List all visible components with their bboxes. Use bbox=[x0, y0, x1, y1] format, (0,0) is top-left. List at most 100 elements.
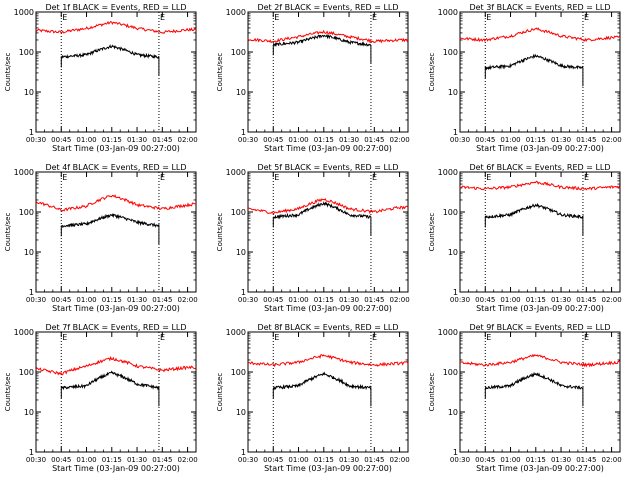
x-tick-label: 01:15 bbox=[314, 456, 334, 464]
x-tick-label: 02:00 bbox=[389, 136, 409, 144]
x-tick-label: 01:30 bbox=[127, 456, 147, 464]
x-tick-label: 01:00 bbox=[500, 296, 520, 304]
events-series-line bbox=[60, 44, 160, 76]
y-tick-label: 10 bbox=[448, 248, 458, 257]
x-axis-label: Start Time (03-Jan-09 00:27:00) bbox=[476, 464, 604, 473]
detector-panel-9: Det 9f BLACK = Events, RED = LLD 1 10 100 10… bbox=[428, 323, 622, 473]
y-tick-label: 1000 bbox=[14, 168, 34, 177]
detector-panel-1: Det 1f BLACK = Events, RED = LLD 1 10 100 10… bbox=[4, 3, 198, 153]
y-tick-label: 100 bbox=[19, 208, 34, 217]
event-marker-label: E bbox=[584, 173, 589, 182]
x-tick-label: 01:45 bbox=[576, 456, 596, 464]
x-axis-label: Start Time (03-Jan-09 00:27:00) bbox=[476, 304, 604, 313]
x-tick-label: 01:15 bbox=[526, 296, 546, 304]
lld-series-line bbox=[247, 354, 409, 368]
y-tick-label: 10 bbox=[448, 88, 458, 97]
x-tick-label: 02:00 bbox=[389, 296, 409, 304]
x-tick-label: 00:30 bbox=[238, 456, 258, 464]
y-tick-label: 10 bbox=[24, 248, 34, 257]
x-tick-label: 02:00 bbox=[601, 296, 621, 304]
y-axis-label: Counts/sec bbox=[4, 373, 12, 412]
panel-title: Det 3f BLACK = Events, RED = LLD bbox=[469, 3, 610, 12]
x-tick-label: 00:45 bbox=[475, 456, 495, 464]
x-tick-label: 00:30 bbox=[450, 456, 470, 464]
plot-frame bbox=[247, 331, 409, 453]
x-tick-label: 01:30 bbox=[339, 136, 359, 144]
x-tick-label: 02:00 bbox=[601, 136, 621, 144]
y-tick-label: 1 bbox=[453, 288, 458, 297]
x-tick-label: 01:15 bbox=[102, 456, 122, 464]
lld-series-line bbox=[35, 355, 197, 376]
panel-title: Det 2f BLACK = Events, RED = LLD bbox=[257, 3, 398, 12]
x-tick-label: 00:30 bbox=[450, 296, 470, 304]
event-marker-label: E bbox=[160, 13, 165, 22]
x-tick-label: 01:30 bbox=[127, 296, 147, 304]
y-axis-label: Counts/sec bbox=[428, 373, 436, 412]
detector-panel-7: Det 7f BLACK = Events, RED = LLD 1 10 100 10… bbox=[4, 323, 198, 473]
x-tick-label: 02:00 bbox=[177, 296, 197, 304]
event-marker-label: E bbox=[160, 173, 165, 182]
lld-series-line bbox=[247, 198, 409, 215]
x-tick-label: 01:00 bbox=[76, 296, 96, 304]
plot-frame bbox=[459, 11, 621, 133]
y-axis-label: Counts/sec bbox=[216, 373, 224, 412]
x-tick-label: 00:45 bbox=[263, 456, 283, 464]
panel-title: Det 5f BLACK = Events, RED = LLD bbox=[257, 163, 398, 172]
x-axis-label: Start Time (03-Jan-09 00:27:00) bbox=[476, 144, 604, 153]
event-marker-label: E bbox=[372, 173, 377, 182]
plot-frame bbox=[247, 11, 409, 133]
y-axis-label: Counts/sec bbox=[428, 213, 436, 252]
x-tick-label: 01:00 bbox=[500, 136, 520, 144]
events-series-line bbox=[484, 371, 584, 407]
x-tick-label: 01:45 bbox=[364, 296, 384, 304]
y-tick-label: 100 bbox=[231, 208, 246, 217]
x-axis-label: Start Time (03-Jan-09 00:27:00) bbox=[264, 304, 392, 313]
x-tick-label: 01:30 bbox=[551, 136, 571, 144]
events-series-line bbox=[60, 213, 160, 245]
plot-frame bbox=[459, 331, 621, 453]
event-marker-label: E bbox=[62, 333, 67, 342]
event-marker-label: E bbox=[486, 173, 491, 182]
event-marker-label: E bbox=[372, 333, 377, 342]
event-marker-label: E bbox=[274, 173, 279, 182]
x-tick-label: 02:00 bbox=[389, 456, 409, 464]
y-tick-label: 1000 bbox=[14, 328, 34, 337]
event-marker-label: E bbox=[160, 333, 165, 342]
event-marker-label: E bbox=[372, 13, 377, 22]
panel-title: Det 8f BLACK = Events, RED = LLD bbox=[257, 323, 398, 332]
event-marker-label: E bbox=[584, 13, 589, 22]
x-axis-label: Start Time (03-Jan-09 00:27:00) bbox=[52, 304, 180, 313]
y-tick-label: 10 bbox=[24, 88, 34, 97]
x-axis-label: Start Time (03-Jan-09 00:27:00) bbox=[52, 144, 180, 153]
x-tick-label: 00:30 bbox=[238, 296, 258, 304]
lld-series-line bbox=[35, 20, 197, 34]
y-tick-label: 1000 bbox=[438, 328, 458, 337]
x-tick-label: 01:30 bbox=[339, 296, 359, 304]
plot-frame bbox=[35, 331, 197, 453]
x-tick-label: 00:45 bbox=[475, 136, 495, 144]
x-tick-label: 01:15 bbox=[526, 456, 546, 464]
panel-title: Det 4f BLACK = Events, RED = LLD bbox=[45, 163, 186, 172]
lld-series-line bbox=[35, 194, 197, 212]
y-tick-label: 1 bbox=[241, 448, 246, 457]
x-tick-label: 01:45 bbox=[152, 136, 172, 144]
detector-panel-5: Det 5f BLACK = Events, RED = LLD 1 10 100 10… bbox=[216, 163, 410, 313]
y-axis-label: Counts/sec bbox=[4, 213, 12, 252]
plot-frame bbox=[247, 171, 409, 293]
x-tick-label: 00:30 bbox=[26, 456, 46, 464]
detector-panel-2: Det 2f BLACK = Events, RED = LLD 1 10 100 10… bbox=[216, 3, 410, 153]
y-axis-label: Counts/sec bbox=[216, 213, 224, 252]
plot-frame bbox=[459, 171, 621, 293]
detector-panel-4: Det 4f BLACK = Events, RED = LLD 1 10 100 10… bbox=[4, 163, 198, 313]
event-marker-label: E bbox=[62, 13, 67, 22]
event-marker-label: E bbox=[274, 333, 279, 342]
x-tick-label: 00:30 bbox=[238, 136, 258, 144]
y-axis-label: Counts/sec bbox=[4, 53, 12, 92]
x-tick-label: 01:15 bbox=[314, 136, 334, 144]
y-axis-label: Counts/sec bbox=[216, 53, 224, 92]
x-tick-label: 00:45 bbox=[263, 296, 283, 304]
x-axis-label: Start Time (03-Jan-09 00:27:00) bbox=[264, 144, 392, 153]
events-series-line bbox=[272, 371, 372, 407]
x-tick-label: 01:45 bbox=[364, 456, 384, 464]
y-tick-label: 1 bbox=[29, 288, 34, 297]
